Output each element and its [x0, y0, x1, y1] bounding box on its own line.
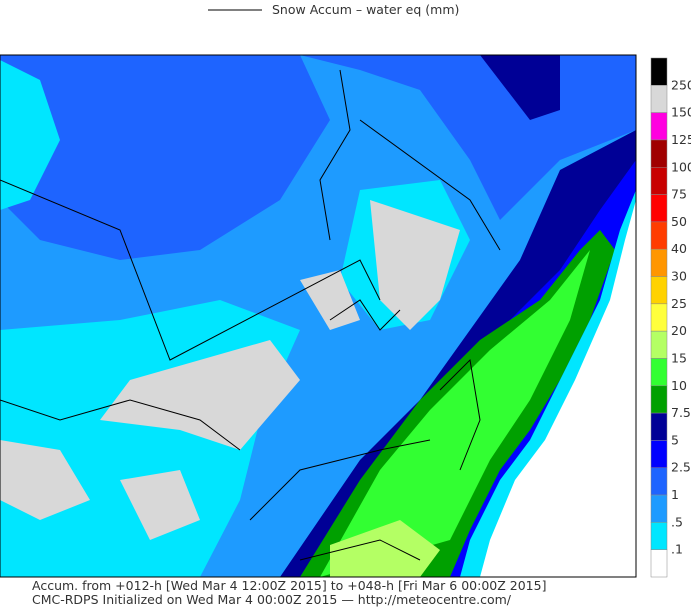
- colorbar-swatch: [650, 494, 668, 523]
- colorbar-swatch: [650, 167, 668, 195]
- colorbar-swatch: [650, 358, 668, 387]
- map-frame: [0, 54, 637, 578]
- colorbar-label: .5: [671, 514, 683, 529]
- colorbar-label: 250: [671, 77, 691, 92]
- colorbar-swatch: [650, 194, 668, 223]
- colorbar-label: 75: [671, 187, 687, 202]
- colorbar-swatch: [650, 85, 668, 113]
- colorbar-swatch: [650, 139, 668, 168]
- colorbar-label: 10: [671, 378, 687, 393]
- colorbar-label: 25: [671, 296, 687, 311]
- colorbar-label: 20: [671, 323, 687, 338]
- colorbar-label: 40: [671, 241, 687, 256]
- colorbar-label: 1: [671, 487, 679, 502]
- colorbar: 250 150 125 100 75 50 40 30 25 20 15 10 7.5 5 2.5 1 .5 .1: [650, 57, 691, 578]
- colorbar-swatch: [650, 385, 668, 414]
- colorbar-swatch: [650, 112, 668, 141]
- colorbar-swatch: [650, 276, 668, 305]
- colorbar-swatch: [650, 440, 668, 468]
- map: [0, 54, 637, 578]
- colorbar-swatch: [650, 330, 668, 359]
- colorbar-label: 100: [671, 159, 691, 174]
- colorbar-swatch: [650, 467, 668, 496]
- footer-line: CMC-RDPS Initialized on Wed Mar 4 00:00Z…: [32, 592, 512, 607]
- colorbar-label: 30: [671, 269, 687, 284]
- colorbar-swatch: [650, 549, 668, 578]
- colorbar-swatch: [650, 522, 668, 550]
- colorbar-label: .1: [671, 542, 683, 557]
- colorbar-label: 5: [671, 432, 679, 447]
- colorbar-label: 15: [671, 350, 687, 365]
- colorbar-swatch: [650, 303, 668, 332]
- colorbar-label: 50: [671, 214, 687, 229]
- footer-line: Accum. from +012-h [Wed Mar 4 12:00Z 201…: [32, 578, 546, 593]
- title: Snow Accum – water eq (mm): [272, 2, 459, 17]
- colorbar-swatch: [650, 412, 668, 441]
- colorbar-label: 125: [671, 132, 691, 147]
- colorbar-label: 2.5: [671, 460, 691, 475]
- colorbar-swatch: [650, 57, 668, 86]
- colorbar-label: 150: [671, 105, 691, 120]
- colorbar-swatch: [650, 221, 668, 250]
- colorbar-label: 7.5: [671, 405, 691, 420]
- colorbar-swatch: [650, 248, 668, 277]
